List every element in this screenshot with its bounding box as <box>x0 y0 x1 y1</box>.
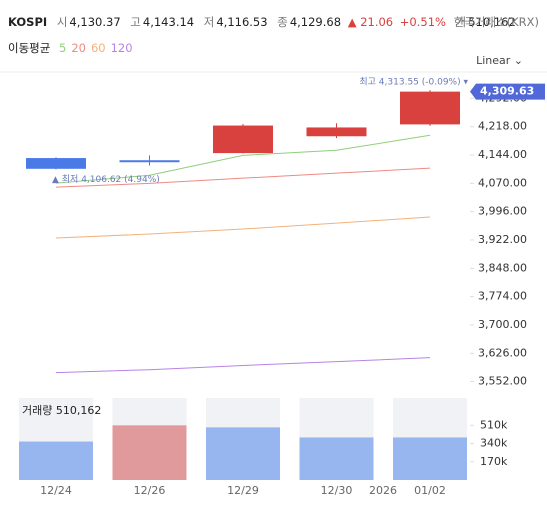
y-tick-label: 4,218.00 <box>478 120 527 133</box>
close-value: 4,129.68 <box>289 15 342 29</box>
high-annotation: 최고 4,313.55 (-0.09%) ▾ <box>359 77 468 88</box>
ma-label: 이동평균 <box>8 41 51 55</box>
y-tick-label: 3,552.00 <box>478 375 527 388</box>
change-pct: +0.51% <box>399 15 446 29</box>
volume-value: 510,162 <box>468 15 516 29</box>
y-tick-label: 3,922.00 <box>478 233 527 246</box>
moving-average <box>55 134 431 184</box>
volume-bar <box>299 437 374 480</box>
low-value: 4,116.53 <box>216 15 268 29</box>
x-tick-label: 12/30 <box>321 484 353 497</box>
moving-average <box>55 216 431 239</box>
ma-legend-item: 5 <box>58 41 67 55</box>
ma-legend-item: 60 <box>90 41 106 55</box>
x-tick-label: 12/26 <box>134 484 166 497</box>
ohlc-header: KOSPI 시 4,130.37 고 4,143.14 저 4,116.53 종 4,1… <box>8 14 516 30</box>
scale-label: Linear <box>476 54 511 67</box>
scale-select[interactable]: Linear ⌄ <box>476 54 523 67</box>
volume-bar <box>19 441 93 480</box>
y-tick-label: 510k <box>480 418 508 431</box>
low-label: 저 <box>203 15 215 29</box>
symbol: KOSPI <box>8 15 48 29</box>
ma-legend-item: 120 <box>110 41 133 55</box>
y-tick-label: 3,848.00 <box>478 261 527 274</box>
x-tick-label: 12/29 <box>227 484 259 497</box>
volume-bar <box>206 427 280 480</box>
open-value: 4,130.37 <box>69 15 121 29</box>
x-tick-label: 12/24 <box>40 484 72 497</box>
x-tick-label: 01/02 <box>414 484 446 497</box>
moving-average <box>55 357 431 374</box>
candle-body <box>119 160 180 163</box>
change: ▲ 21.06 <box>347 15 394 29</box>
y-tick-label: 3,626.00 <box>478 346 527 359</box>
y-tick-label: 4,070.00 <box>478 176 527 189</box>
source: 한국거래소(KRX) <box>453 15 539 29</box>
y-tick-label: 3,700.00 <box>478 318 527 331</box>
candle-body <box>213 125 273 154</box>
open-label: 시 <box>56 15 68 29</box>
y-tick-label: 170k <box>480 455 508 468</box>
ma-legend: 이동평균 5 20 60 120 <box>8 40 133 56</box>
volume-bar <box>112 425 187 480</box>
volume-bar <box>393 437 467 480</box>
high-label: 고 <box>130 15 141 29</box>
y-tick-label: 3,774.00 <box>478 290 527 303</box>
candle-body <box>400 91 460 125</box>
year-label: 2026 <box>369 484 397 497</box>
volume-label: 거 <box>455 15 467 29</box>
y-tick-label: 3,996.00 <box>478 205 527 218</box>
volume-title: 거래량 510,162 <box>22 404 101 417</box>
last-price-box <box>470 83 545 100</box>
low-annotation: ▲ 최저 4,106.62 (4.94%) <box>52 174 160 185</box>
candle-body <box>306 127 367 137</box>
ma-legend-item: 20 <box>71 41 86 55</box>
y-tick-label: 4,144.00 <box>478 148 527 161</box>
last-price-label: 4,309.63 <box>480 85 534 98</box>
close-label: 종 <box>277 15 288 29</box>
y-tick-label: 340k <box>480 437 508 450</box>
moving-average <box>55 167 431 188</box>
high-value: 4,143.14 <box>142 15 195 29</box>
candle-body <box>26 158 86 169</box>
